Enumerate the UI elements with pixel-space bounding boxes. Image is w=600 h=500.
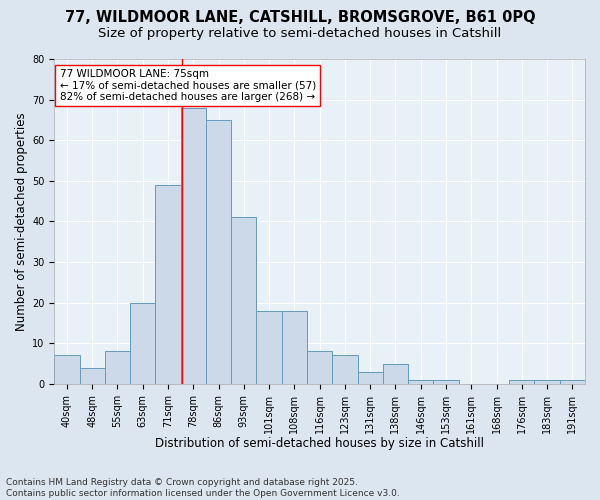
Bar — [307, 352, 332, 384]
Bar — [130, 302, 155, 384]
Bar — [54, 356, 80, 384]
Bar — [560, 380, 585, 384]
Bar — [231, 218, 256, 384]
Bar — [509, 380, 535, 384]
Bar — [256, 311, 282, 384]
X-axis label: Distribution of semi-detached houses by size in Catshill: Distribution of semi-detached houses by … — [155, 437, 484, 450]
Text: Contains HM Land Registry data © Crown copyright and database right 2025.
Contai: Contains HM Land Registry data © Crown c… — [6, 478, 400, 498]
Bar — [358, 372, 383, 384]
Bar — [105, 352, 130, 384]
Text: 77, WILDMOOR LANE, CATSHILL, BROMSGROVE, B61 0PQ: 77, WILDMOOR LANE, CATSHILL, BROMSGROVE,… — [65, 10, 535, 25]
Bar — [433, 380, 458, 384]
Bar — [282, 311, 307, 384]
Bar — [383, 364, 408, 384]
Bar — [332, 356, 358, 384]
Y-axis label: Number of semi-detached properties: Number of semi-detached properties — [15, 112, 28, 330]
Bar — [181, 108, 206, 384]
Bar — [206, 120, 231, 384]
Bar — [408, 380, 433, 384]
Bar — [80, 368, 105, 384]
Bar — [535, 380, 560, 384]
Text: 77 WILDMOOR LANE: 75sqm
← 17% of semi-detached houses are smaller (57)
82% of se: 77 WILDMOOR LANE: 75sqm ← 17% of semi-de… — [59, 68, 316, 102]
Bar — [155, 185, 181, 384]
Text: Size of property relative to semi-detached houses in Catshill: Size of property relative to semi-detach… — [98, 28, 502, 40]
